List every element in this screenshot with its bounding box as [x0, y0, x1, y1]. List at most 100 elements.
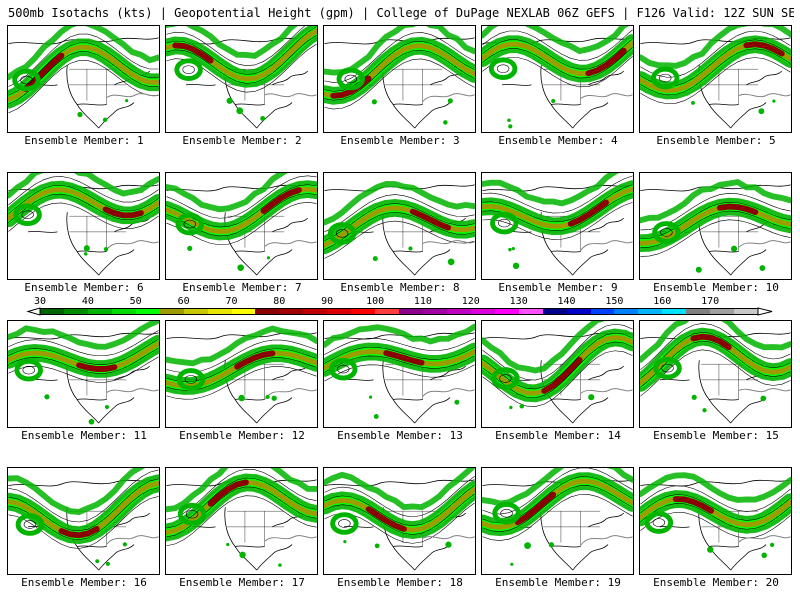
colorbar-segment	[375, 308, 400, 315]
colorbar-segment	[734, 308, 759, 315]
isotach-band-north	[640, 321, 791, 363]
colorbar-tick-label: 160	[653, 296, 672, 307]
colorbar-segment	[231, 308, 256, 315]
isotach-blob	[104, 404, 110, 410]
isotach-blob	[343, 540, 347, 544]
colorbar-segment	[111, 308, 137, 315]
cutoff-low-contour	[182, 65, 195, 74]
height-contour	[8, 42, 159, 96]
isotach-blob	[371, 99, 377, 105]
ensemble-member-label: Ensemble Member: 5	[656, 134, 776, 147]
border-lines	[543, 510, 601, 547]
cutoff-low-contour	[183, 219, 196, 229]
isotach-band-north	[324, 468, 475, 511]
isotach-band-north	[8, 468, 146, 515]
cutoff-low-contour	[185, 509, 199, 519]
isotach-band-north	[8, 173, 159, 199]
ensemble-map-panel	[481, 467, 634, 575]
colorbar-segment	[63, 308, 89, 315]
ensemble-map	[166, 26, 317, 129]
ensemble-map	[166, 173, 317, 276]
grey-contour	[422, 93, 475, 103]
isotach-blob	[226, 542, 230, 547]
jet-max	[585, 47, 627, 77]
isotach-blob	[237, 264, 244, 271]
height-contour	[8, 330, 159, 357]
colorbar-segment	[542, 308, 567, 315]
grey-contour	[264, 388, 317, 400]
colorbar-segment	[614, 308, 639, 315]
isotach-blob	[507, 118, 511, 123]
ensemble-map	[640, 26, 791, 129]
isotach-blob	[510, 562, 514, 566]
ensemble-map-panel	[323, 467, 476, 575]
colorbar-tick-label: 110	[413, 296, 432, 307]
isotach-band-inner	[640, 204, 791, 246]
ensemble-member-label: Ensemble Member: 2	[182, 134, 302, 147]
height-contour	[166, 26, 317, 75]
height-contour	[324, 32, 475, 83]
height-contour	[482, 494, 633, 541]
ensemble-member-label: Ensemble Member: 18	[337, 576, 463, 589]
isotach-blob	[368, 395, 373, 399]
cutoff-low-ring	[653, 356, 682, 380]
coastline	[482, 332, 633, 424]
colorbar-segment	[566, 308, 591, 315]
ensemble-member-label: Ensemble Member: 15	[653, 429, 779, 442]
grey-contour	[422, 388, 475, 397]
jet-max	[58, 526, 100, 539]
height-contour	[482, 184, 633, 223]
height-contour	[8, 176, 159, 206]
cutoff-low-contour	[496, 64, 510, 73]
colorbar-arrows	[26, 307, 773, 316]
height-contour	[482, 350, 633, 407]
colorbar-tick-label: 90	[321, 296, 334, 307]
height-contour	[640, 485, 791, 512]
ensemble-member-label: Ensemble Member: 20	[653, 576, 779, 589]
isotach-blob	[551, 98, 556, 104]
colorbar-segment	[686, 308, 711, 315]
cutoff-low-contour	[499, 374, 512, 383]
grey-contour	[738, 93, 791, 98]
height-contour	[8, 193, 159, 223]
cutoff-low-contour	[344, 74, 357, 84]
jet-max	[409, 208, 452, 231]
colorbar-segment	[399, 308, 424, 315]
isotach-blob	[238, 394, 245, 402]
isotach-blob	[265, 394, 270, 400]
cutoff-low-contour	[498, 218, 511, 228]
isotach-blob	[588, 394, 595, 401]
ensemble-map-panel	[323, 172, 476, 280]
cutoff-low-contour	[652, 518, 666, 527]
isotach-band-north	[8, 321, 159, 350]
cutoff-low-ring	[644, 511, 674, 534]
ensemble-map	[640, 178, 791, 276]
isotach-blob	[187, 245, 193, 251]
jet-max	[383, 350, 425, 366]
ensemble-member-label: Ensemble Member: 7	[182, 281, 302, 294]
height-contour	[166, 175, 317, 219]
ensemble-map	[8, 321, 159, 425]
isotach-blob	[271, 395, 277, 401]
border-lines	[701, 215, 759, 252]
ensemble-member-label: Ensemble Member: 8	[340, 281, 460, 294]
grey-contour	[580, 93, 633, 100]
jet-max	[514, 491, 557, 526]
border-lines	[385, 68, 443, 105]
height-contour	[8, 496, 159, 549]
cutoff-low-ring	[175, 212, 204, 236]
cutoff-low-contour	[22, 365, 35, 375]
coastline	[166, 184, 317, 276]
isotach-band-north	[324, 180, 475, 226]
isotach-blob	[102, 117, 108, 123]
jet-max	[716, 203, 759, 216]
height-contour	[324, 484, 475, 527]
grey-contour	[580, 388, 633, 394]
isotach-blob	[691, 394, 697, 400]
colorbar-segment	[470, 308, 496, 315]
colorbar-segment	[303, 308, 328, 315]
colorbar-segment	[183, 308, 208, 315]
jet-max	[567, 199, 610, 227]
colorbar-tick-label: 30	[33, 296, 47, 307]
height-contour	[482, 332, 633, 390]
